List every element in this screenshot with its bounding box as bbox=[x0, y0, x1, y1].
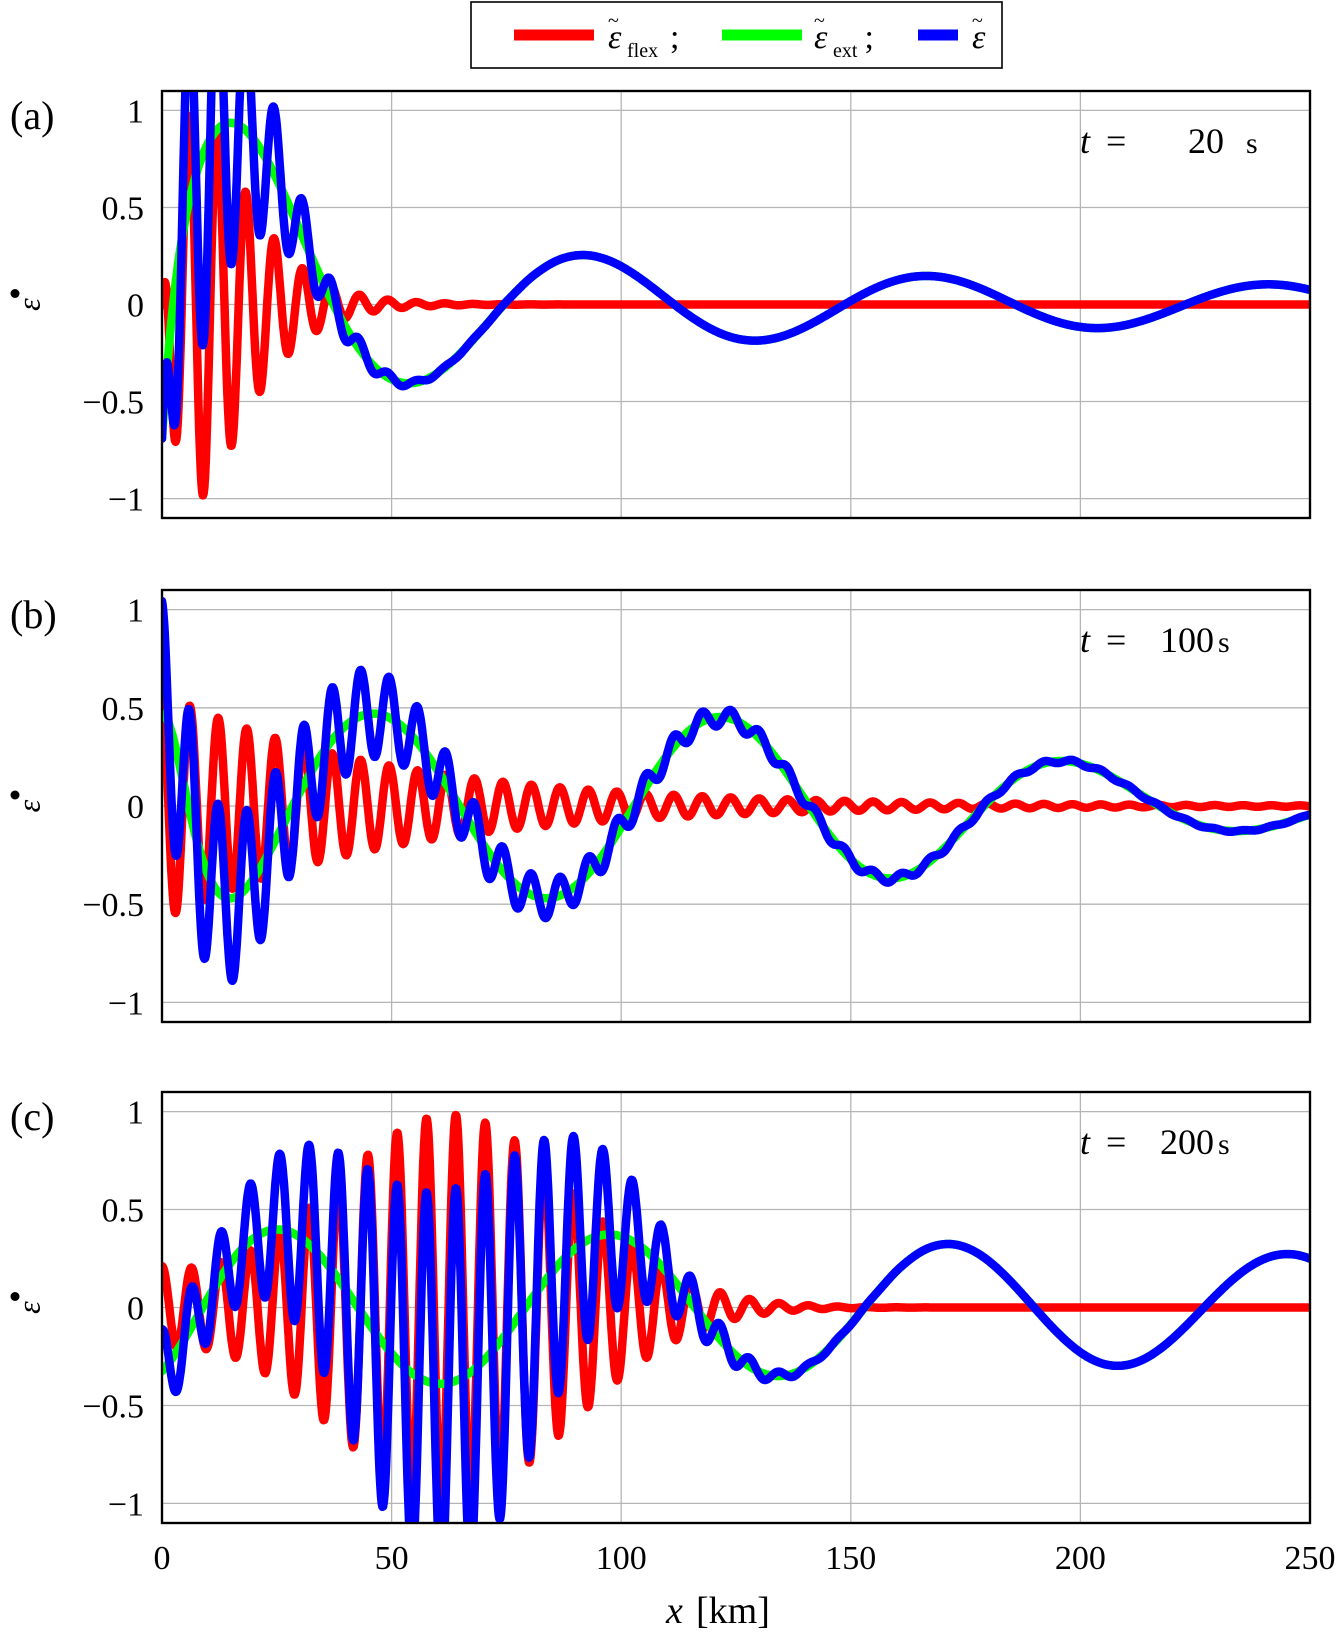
svg-text:−0.5: −0.5 bbox=[82, 887, 144, 924]
svg-text:(b): (b) bbox=[10, 592, 57, 637]
svg-text:50: 50 bbox=[375, 1540, 409, 1577]
svg-text:0: 0 bbox=[127, 288, 144, 325]
svg-text:−1: −1 bbox=[108, 1486, 144, 1523]
svg-text:1: 1 bbox=[127, 593, 144, 630]
svg-text:ε: ε bbox=[10, 1301, 46, 1314]
svg-text:t: t bbox=[1080, 1122, 1091, 1162]
svg-text:0: 0 bbox=[127, 1291, 144, 1328]
svg-text:x: x bbox=[665, 1590, 683, 1632]
svg-text:0: 0 bbox=[127, 789, 144, 826]
svg-text:−0.5: −0.5 bbox=[82, 1389, 144, 1426]
svg-text:200: 200 bbox=[1160, 1122, 1214, 1162]
svg-text:;: ; bbox=[865, 19, 874, 56]
svg-text:−1: −1 bbox=[108, 985, 144, 1022]
svg-text:20: 20 bbox=[1188, 121, 1224, 161]
svg-text:100: 100 bbox=[596, 1540, 647, 1577]
svg-text:−0.5: −0.5 bbox=[82, 385, 144, 422]
svg-text:t: t bbox=[1080, 620, 1091, 660]
svg-text:t: t bbox=[1080, 121, 1091, 161]
svg-text:ε: ε bbox=[814, 19, 828, 56]
svg-text:s: s bbox=[1218, 626, 1230, 659]
svg-text:=: = bbox=[1106, 121, 1126, 161]
svg-text:ε: ε bbox=[10, 298, 46, 311]
svg-text:0: 0 bbox=[154, 1540, 171, 1577]
svg-text:0.5: 0.5 bbox=[102, 1193, 145, 1230]
svg-text:;: ; bbox=[670, 19, 679, 56]
svg-text:−1: −1 bbox=[108, 482, 144, 519]
svg-text:1: 1 bbox=[127, 93, 144, 130]
svg-text:250: 250 bbox=[1285, 1540, 1336, 1577]
svg-text:ε: ε bbox=[972, 19, 986, 56]
svg-text:(a): (a) bbox=[10, 93, 54, 138]
svg-text:1: 1 bbox=[127, 1095, 144, 1132]
svg-text:ε: ε bbox=[608, 19, 622, 56]
svg-text:150: 150 bbox=[825, 1540, 876, 1577]
svg-text:0.5: 0.5 bbox=[102, 191, 145, 228]
svg-text:[km]: [km] bbox=[696, 1590, 770, 1632]
svg-text:(c): (c) bbox=[10, 1094, 54, 1139]
svg-text:200: 200 bbox=[1055, 1540, 1106, 1577]
svg-text:ext: ext bbox=[833, 40, 858, 62]
svg-text:s: s bbox=[1218, 1128, 1230, 1161]
svg-text:=: = bbox=[1106, 620, 1126, 660]
svg-text:0.5: 0.5 bbox=[102, 691, 145, 728]
svg-text:flex: flex bbox=[627, 40, 658, 62]
svg-text:s: s bbox=[1246, 127, 1258, 160]
svg-text:ε: ε bbox=[10, 799, 46, 812]
svg-text:=: = bbox=[1106, 1122, 1126, 1162]
svg-text:100: 100 bbox=[1160, 620, 1214, 660]
